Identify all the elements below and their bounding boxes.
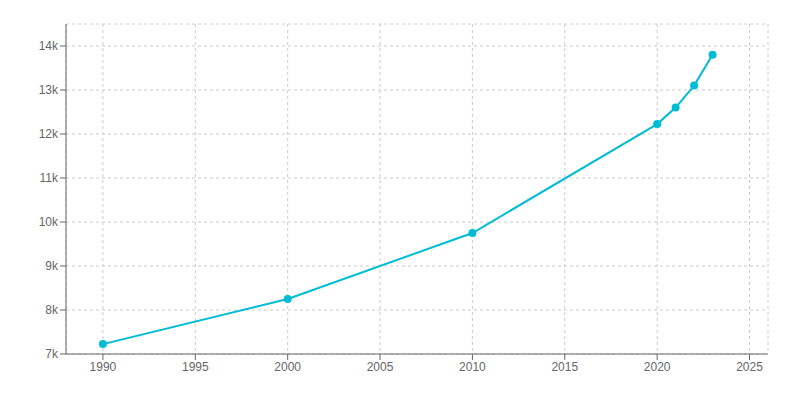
svg-text:7k: 7k (45, 347, 59, 361)
svg-text:10k: 10k (39, 215, 59, 229)
svg-text:2020: 2020 (644, 360, 671, 374)
svg-text:2005: 2005 (367, 360, 394, 374)
svg-text:11k: 11k (40, 171, 59, 185)
svg-text:8k: 8k (45, 303, 59, 317)
svg-text:2000: 2000 (274, 360, 301, 374)
svg-text:2025: 2025 (736, 360, 763, 374)
svg-text:1990: 1990 (90, 360, 117, 374)
svg-text:9k: 9k (45, 259, 59, 273)
svg-text:14k: 14k (39, 39, 59, 53)
svg-text:13k: 13k (39, 83, 59, 97)
svg-text:1995: 1995 (182, 360, 209, 374)
svg-text:2015: 2015 (551, 360, 578, 374)
svg-text:12k: 12k (39, 127, 59, 141)
svg-text:2010: 2010 (459, 360, 486, 374)
